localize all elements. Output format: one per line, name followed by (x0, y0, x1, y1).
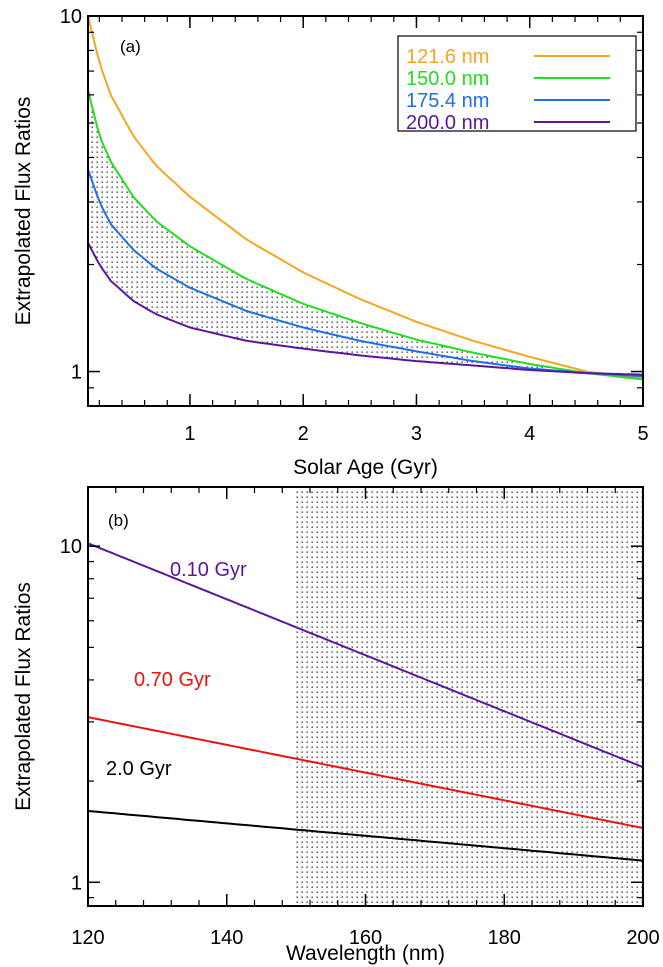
x-tick-label: 2 (298, 423, 309, 445)
series-line-150-0-nm (87, 89, 644, 381)
shaded-region (88, 89, 643, 380)
y-tick-label: 10 (60, 6, 82, 28)
chart-panel-b: 120 140 160 180 200 1 10 Wavelength (nm) Extrapo… (12, 486, 660, 965)
x-tick-label: 1 (184, 423, 195, 445)
x-tick-label: 4 (524, 423, 535, 445)
legend-box (397, 35, 637, 132)
series-line-0-10-Gyr (87, 542, 644, 769)
series-label: 0.10 Gyr (170, 559, 247, 581)
legend-label: 175.4 nm (406, 90, 489, 112)
legend-label: 150.0 nm (406, 68, 489, 90)
legend-label: 121.6 nm (406, 46, 489, 68)
x-tick-label: 140 (210, 927, 243, 949)
y-axis-label: Extrapolated Flux Ratios (12, 97, 35, 326)
x-tick-label: 200 (626, 927, 659, 949)
legend-label: 200.0 nm (406, 112, 489, 134)
series-line-2-0-Gyr (87, 810, 644, 862)
series-line-121-6-nm (87, 15, 644, 379)
x-tick-label: 5 (637, 423, 648, 445)
panel-label: (a) (120, 37, 141, 56)
x-tick-label: 180 (488, 927, 521, 949)
plot-frame (87, 15, 644, 407)
series-label: 2.0 Gyr (106, 758, 172, 780)
y-tick-label: 10 (60, 536, 82, 558)
y-tick-label: 1 (71, 872, 82, 894)
series-line-0-70-Gyr (87, 716, 644, 829)
panel-label: (b) (108, 511, 129, 530)
chart-panel-a: 1 2 3 4 5 1 10 Solar Age (Gyr) Extrapolated Flux… (12, 6, 649, 479)
series-label: 0.70 Gyr (134, 669, 211, 691)
x-tick-label: 3 (411, 423, 422, 445)
y-tick-label: 1 (71, 362, 82, 384)
x-tick-label: 160 (349, 927, 382, 949)
series-line-200-0-nm (87, 242, 644, 376)
y-axis-label: Extrapolated Flux Ratios (12, 582, 35, 811)
x-axis-label: Solar Age (Gyr) (293, 456, 438, 479)
x-axis-label: Wavelength (nm) (286, 942, 445, 965)
x-tick-label: 120 (71, 927, 104, 949)
